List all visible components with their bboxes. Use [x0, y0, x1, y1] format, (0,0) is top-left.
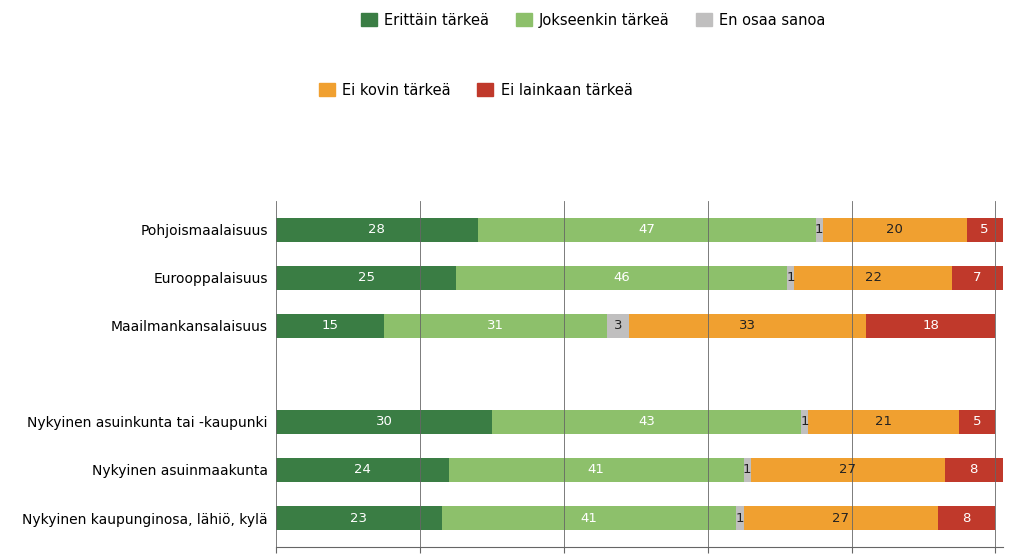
Bar — [744, 506, 938, 530]
Bar — [737, 506, 744, 530]
Text: 8: 8 — [970, 464, 978, 477]
Bar — [276, 506, 442, 530]
Bar — [794, 266, 952, 290]
Bar — [384, 314, 607, 338]
Text: 3: 3 — [614, 319, 622, 333]
Text: 1: 1 — [815, 223, 824, 236]
Bar — [744, 458, 751, 482]
Bar — [751, 458, 945, 482]
Bar — [276, 314, 384, 338]
Bar — [442, 506, 737, 530]
Text: 24: 24 — [354, 464, 371, 477]
Text: 1: 1 — [743, 464, 752, 477]
Bar — [276, 218, 478, 242]
Text: 1: 1 — [786, 271, 795, 284]
Text: 27: 27 — [833, 512, 849, 525]
Bar — [628, 314, 865, 338]
Text: 31: 31 — [487, 319, 504, 333]
Text: 33: 33 — [739, 319, 756, 333]
Bar — [456, 266, 787, 290]
Bar — [945, 458, 1003, 482]
Bar — [492, 410, 801, 434]
Text: 30: 30 — [375, 415, 393, 429]
Text: 21: 21 — [876, 415, 892, 429]
Bar — [865, 314, 995, 338]
Bar — [960, 410, 995, 434]
Bar — [952, 266, 1003, 290]
Text: 18: 18 — [922, 319, 939, 333]
Text: 1: 1 — [736, 512, 745, 525]
Text: 5: 5 — [973, 415, 982, 429]
Bar — [822, 218, 967, 242]
Text: 23: 23 — [351, 512, 367, 525]
Text: 28: 28 — [368, 223, 386, 236]
Text: 41: 41 — [581, 512, 597, 525]
Bar — [967, 218, 1003, 242]
Text: 46: 46 — [613, 271, 630, 284]
Bar — [276, 410, 492, 434]
Text: 1: 1 — [801, 415, 809, 429]
Text: 25: 25 — [358, 271, 374, 284]
Bar — [607, 314, 628, 338]
Bar — [787, 266, 794, 290]
Text: 8: 8 — [963, 512, 971, 525]
Bar — [449, 458, 744, 482]
Text: 5: 5 — [980, 223, 989, 236]
Legend: Erittäin tärkeä, Jokseenkin tärkeä, En osaa sanoa: Erittäin tärkeä, Jokseenkin tärkeä, En o… — [361, 13, 826, 28]
Text: 47: 47 — [638, 223, 655, 236]
Text: 20: 20 — [886, 223, 903, 236]
Bar — [938, 506, 995, 530]
Legend: Ei kovin tärkeä, Ei lainkaan tärkeä: Ei kovin tärkeä, Ei lainkaan tärkeä — [319, 83, 632, 98]
Bar — [808, 410, 960, 434]
Bar — [801, 410, 808, 434]
Bar — [276, 458, 449, 482]
Text: 41: 41 — [588, 464, 605, 477]
Bar — [815, 218, 822, 242]
Bar — [478, 218, 815, 242]
Text: 22: 22 — [864, 271, 882, 284]
Text: 7: 7 — [973, 271, 982, 284]
Text: 15: 15 — [321, 319, 339, 333]
Text: 27: 27 — [840, 464, 856, 477]
Bar — [276, 266, 456, 290]
Text: 43: 43 — [638, 415, 655, 429]
